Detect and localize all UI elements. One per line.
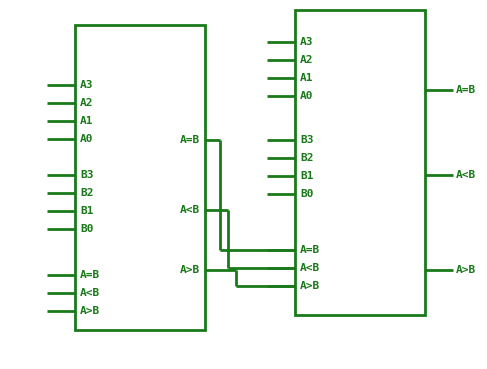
Text: B3: B3 bbox=[80, 170, 94, 180]
Text: A>B: A>B bbox=[456, 265, 476, 275]
Text: B2: B2 bbox=[300, 153, 314, 163]
Bar bbox=[75, 25, 205, 330]
Text: A=B: A=B bbox=[80, 270, 100, 280]
Text: A=B: A=B bbox=[456, 85, 476, 95]
Text: A>B: A>B bbox=[80, 306, 100, 316]
Text: A2: A2 bbox=[80, 98, 94, 108]
Text: A<B: A<B bbox=[300, 263, 320, 273]
Text: B0: B0 bbox=[300, 189, 314, 199]
Text: A>B: A>B bbox=[300, 281, 320, 291]
Text: B1: B1 bbox=[80, 206, 94, 216]
Text: A3: A3 bbox=[80, 80, 94, 90]
Text: A>B: A>B bbox=[180, 265, 200, 275]
Text: A=B: A=B bbox=[300, 245, 320, 255]
Text: B1: B1 bbox=[300, 171, 314, 181]
Text: A0: A0 bbox=[300, 91, 314, 101]
Text: A1: A1 bbox=[300, 73, 314, 83]
Text: A3: A3 bbox=[300, 37, 314, 47]
Text: B0: B0 bbox=[80, 224, 94, 234]
Text: A0: A0 bbox=[80, 134, 94, 144]
Text: B2: B2 bbox=[80, 188, 94, 198]
Text: A<B: A<B bbox=[80, 288, 100, 298]
Text: A=B: A=B bbox=[180, 135, 200, 145]
Bar bbox=[295, 10, 425, 315]
Text: A2: A2 bbox=[300, 55, 314, 65]
Text: A<B: A<B bbox=[180, 205, 200, 215]
Text: A1: A1 bbox=[80, 116, 94, 126]
Text: A<B: A<B bbox=[456, 170, 476, 180]
Text: B3: B3 bbox=[300, 135, 314, 145]
